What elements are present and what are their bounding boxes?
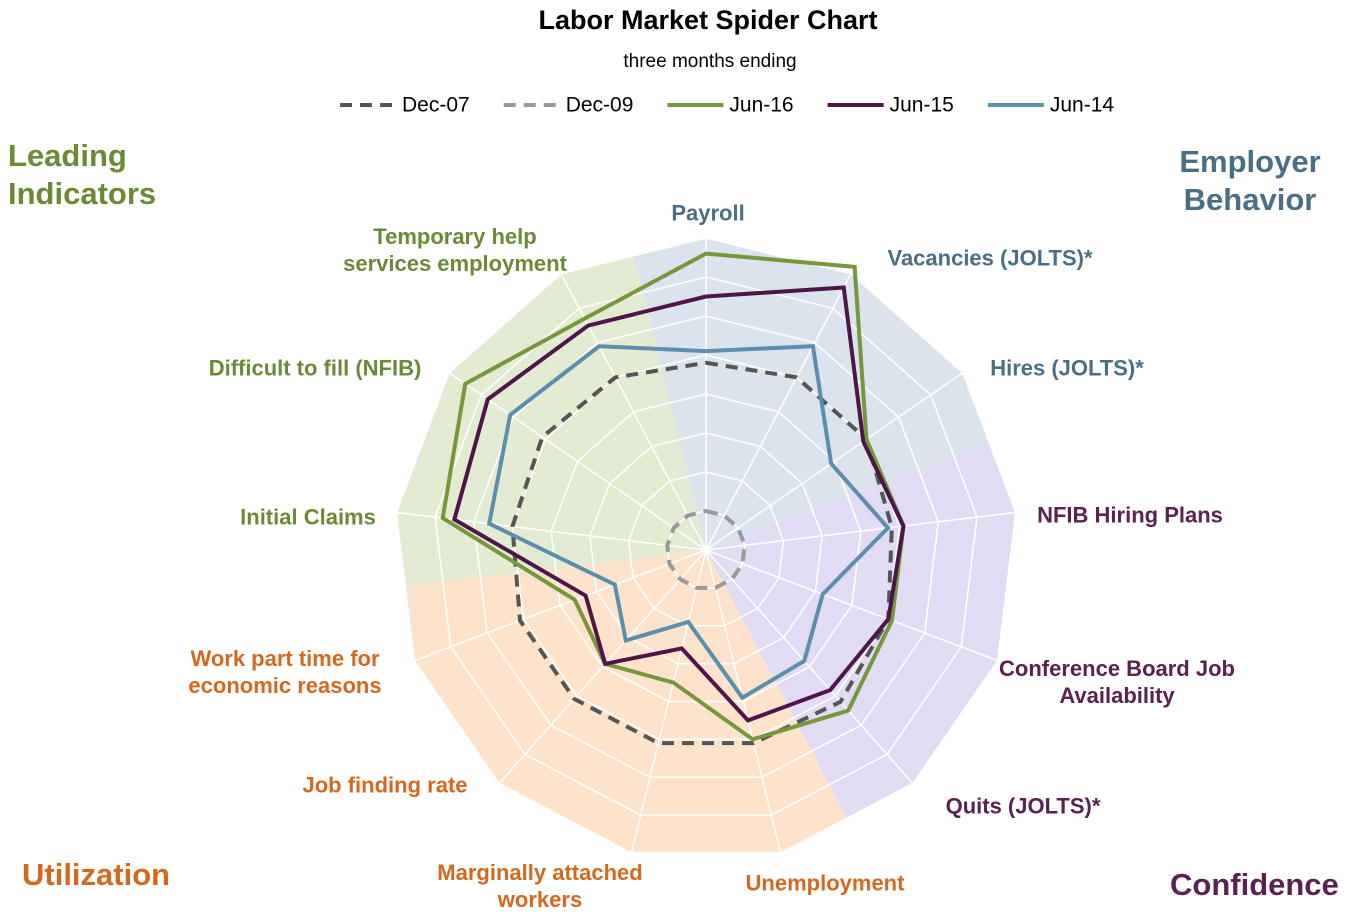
axis-label: Difficult to fill (NFIB) [208,355,422,381]
grid-ring [434,276,978,816]
axis-label: Quits (JOLTS)* [945,793,1101,819]
group-label: Confidence [1170,867,1339,902]
chart-subtitle: three months ending [623,51,796,72]
group-sector [706,442,1016,819]
axis-label: Job finding rate [302,772,468,798]
chart-title: Labor Market Spider Chart [538,5,877,35]
spoke [396,511,707,551]
axis-label: Marginally attached workers [437,860,643,912]
axis-label: Conference Board Job Availability [999,656,1235,708]
legend-label: Jun-16 [729,94,793,117]
axis-label: Payroll [671,200,745,226]
spoke [448,372,707,551]
grid-ring [395,237,1017,854]
spoke [705,549,998,662]
legend-label: Dec-07 [402,94,470,117]
axis-label: Temporary help services employment [343,224,567,276]
axis-label: NFIB Hiring Plans [1037,502,1223,528]
legend-label: Dec-09 [566,94,634,117]
spoke [705,273,852,551]
axis-label: Hires (JOLTS)* [990,355,1144,381]
axis-label: Unemployment [745,870,905,896]
axis-label: Initial Claims [240,504,376,530]
group-label: Utilization [22,857,171,892]
axis-label: Vacancies (JOLTS)* [887,245,1093,271]
group-sector [633,238,990,550]
spoke [705,549,914,785]
spoke [705,549,782,854]
series-line [665,508,747,590]
spoke [630,549,707,854]
group-sector [396,255,706,587]
series-line [486,344,891,701]
series-line [440,251,906,742]
legend-label: Jun-15 [890,94,954,117]
spoke [414,549,707,662]
group-label: Leading Indicators [8,138,157,211]
spoke [705,372,964,551]
spoke [498,549,707,785]
legend-label: Jun-14 [1050,94,1115,117]
axis-label: Work part time for economic reasons [188,646,382,698]
spoke [705,511,1016,551]
series-line [452,285,906,723]
group-label: Employer Behavior [1179,144,1321,217]
grid-ring [589,432,823,665]
grid-ring [627,471,785,627]
